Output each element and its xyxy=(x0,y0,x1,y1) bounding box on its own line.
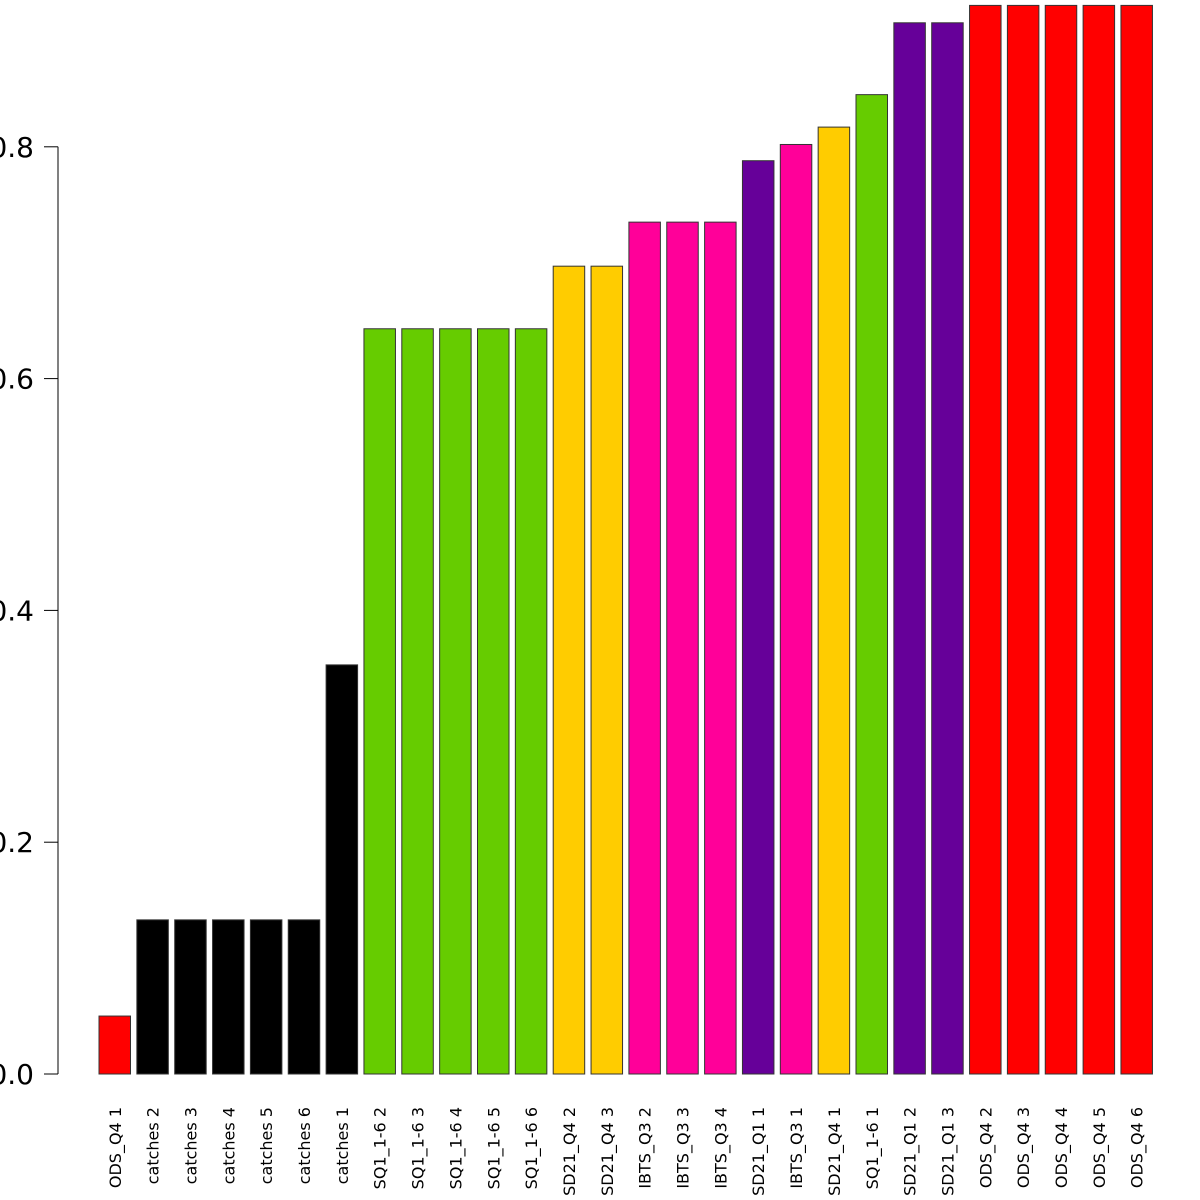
x-axis-labels: ODS_Q4 1 catches 2 catches 3 catches 4 catch… xyxy=(106,1107,1148,1196)
x-tick-label: SQ1_1-6 4 xyxy=(446,1107,466,1189)
x-tick-label: catches 3 xyxy=(181,1107,200,1184)
x-tick-label: SD21_Q1 2 xyxy=(901,1107,921,1196)
bar xyxy=(741,160,775,1075)
x-tick-label: SQ1_1-6 5 xyxy=(484,1107,504,1189)
x-tick-label: catches 2 xyxy=(144,1107,163,1184)
bar xyxy=(363,328,396,1075)
x-tick-label: IBTS_Q3 2 xyxy=(636,1107,656,1189)
y-axis: 0.0 0.2 0.4 0.6 0.8 xyxy=(0,131,59,1091)
x-tick-label: SQ1_1-6 3 xyxy=(409,1107,429,1189)
bar xyxy=(1120,4,1153,1075)
y-tick-label: 0.4 xyxy=(0,594,34,627)
bar xyxy=(628,221,661,1075)
bar xyxy=(439,328,472,1075)
bar xyxy=(590,265,624,1075)
bar xyxy=(666,221,699,1075)
bar xyxy=(855,94,888,1075)
bar xyxy=(817,126,851,1075)
x-tick-label: ODS_Q4 2 xyxy=(976,1107,996,1188)
x-tick-label: ODS_Q4 5 xyxy=(1090,1107,1110,1188)
x-tick-label: SD21_Q4 3 xyxy=(598,1107,618,1196)
bar xyxy=(779,143,813,1075)
bar xyxy=(477,328,510,1075)
x-tick-label: SQ1_1-6 1 xyxy=(863,1107,883,1189)
x-tick-label: IBTS_Q3 1 xyxy=(787,1107,807,1189)
x-tick-label: SQ1_1-6 2 xyxy=(371,1107,391,1189)
x-tick-label: SD21_Q4 1 xyxy=(825,1107,845,1196)
bar xyxy=(401,328,434,1075)
x-tick-label: ODS_Q4 4 xyxy=(1052,1107,1072,1188)
bar xyxy=(287,919,321,1075)
bar xyxy=(1044,4,1078,1075)
x-tick-label: SD21_Q1 3 xyxy=(938,1107,958,1196)
bar xyxy=(552,265,586,1075)
y-tick-label: 0.2 xyxy=(0,826,34,859)
x-tick-label: catches 4 xyxy=(219,1107,238,1184)
y-tick-label: 0.0 xyxy=(0,1058,34,1091)
bar xyxy=(1006,4,1040,1075)
bar xyxy=(98,1015,131,1075)
bar xyxy=(514,328,548,1075)
x-tick-label: IBTS_Q3 3 xyxy=(674,1107,694,1189)
x-tick-label: catches 6 xyxy=(295,1107,314,1184)
x-tick-label: SQ1_1-6 6 xyxy=(522,1107,542,1189)
x-tick-label: ODS_Q4 1 xyxy=(106,1107,126,1188)
x-tick-label: SD21_Q1 1 xyxy=(749,1107,769,1196)
y-tick-label: 0.8 xyxy=(0,131,34,164)
bar xyxy=(704,221,737,1075)
x-tick-label: catches 1 xyxy=(333,1107,352,1184)
x-tick-label: ODS_Q4 3 xyxy=(1014,1107,1034,1188)
bar xyxy=(174,919,207,1075)
bar xyxy=(969,4,1002,1075)
bar xyxy=(212,919,245,1075)
bar xyxy=(249,919,283,1075)
bar xyxy=(136,919,169,1075)
x-tick-label: IBTS_Q3 4 xyxy=(711,1107,731,1189)
bar xyxy=(893,22,926,1075)
x-tick-label: ODS_Q4 6 xyxy=(1128,1107,1148,1188)
bar xyxy=(325,664,359,1075)
y-tick-label: 0.6 xyxy=(0,363,34,396)
x-tick-label: SD21_Q4 2 xyxy=(560,1107,580,1196)
bar xyxy=(931,22,964,1075)
bars xyxy=(98,4,1153,1075)
x-tick-label: catches 5 xyxy=(257,1107,276,1184)
bar xyxy=(1082,4,1116,1075)
